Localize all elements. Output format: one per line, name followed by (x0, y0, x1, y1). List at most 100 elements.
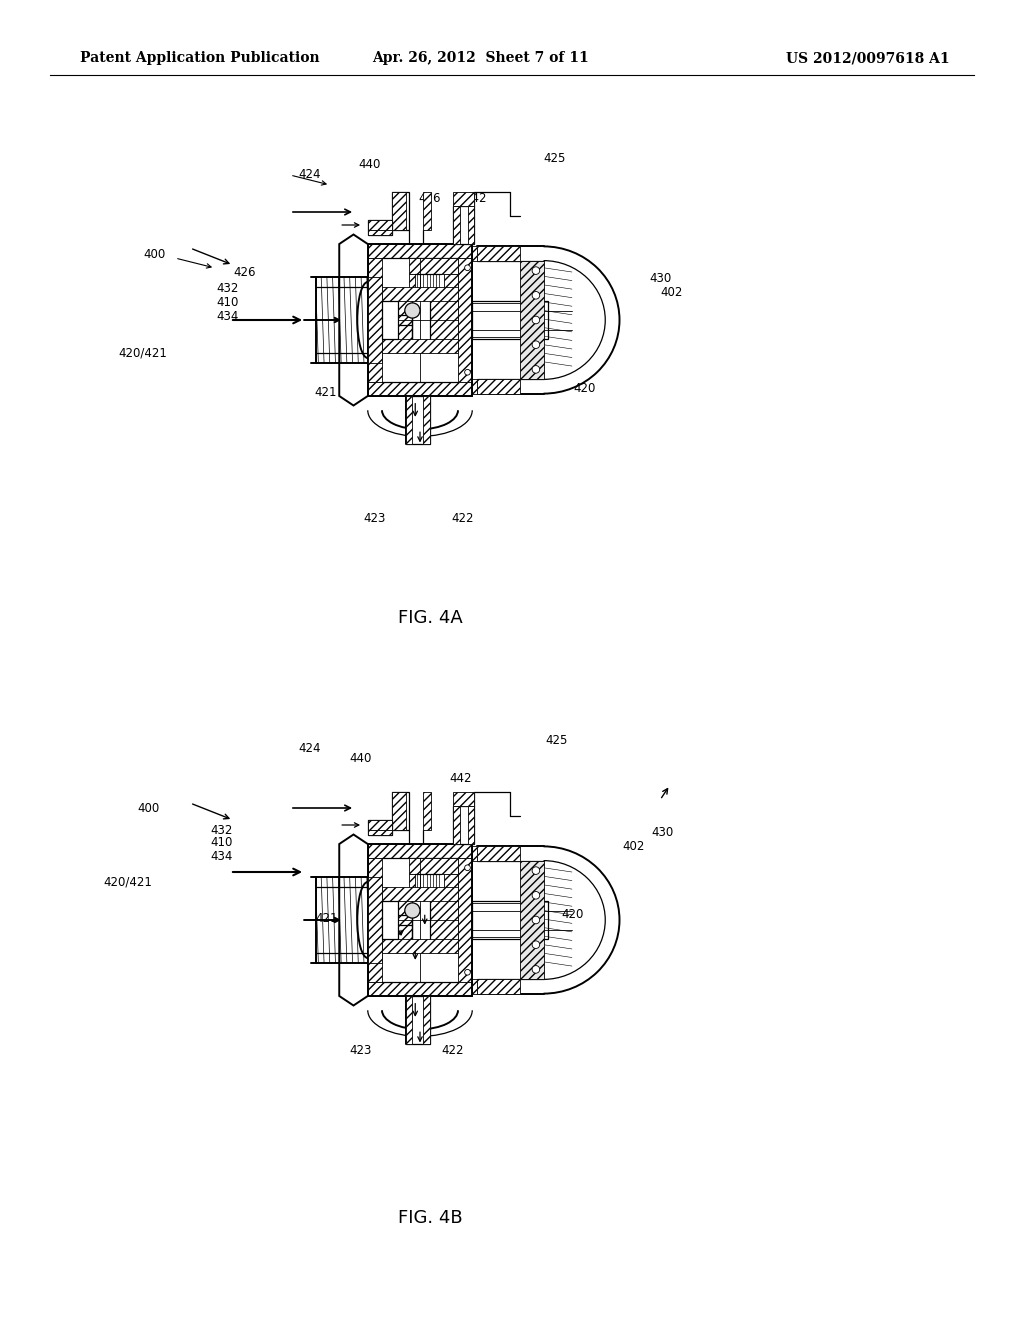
Text: 425: 425 (544, 152, 566, 165)
Polygon shape (368, 858, 382, 982)
Text: FIG. 4A: FIG. 4A (397, 609, 463, 627)
Polygon shape (382, 301, 398, 339)
Polygon shape (454, 191, 474, 206)
Text: US 2012/0097618 A1: US 2012/0097618 A1 (786, 51, 950, 65)
Polygon shape (409, 874, 416, 891)
Bar (413, 896, 429, 944)
Bar (382, 902, 398, 939)
Bar (382, 301, 398, 339)
Circle shape (532, 891, 540, 899)
Circle shape (465, 370, 470, 375)
Text: Patent Application Publication: Patent Application Publication (80, 51, 319, 65)
Polygon shape (423, 396, 429, 444)
Bar (454, 807, 474, 843)
Circle shape (404, 302, 420, 318)
Bar (406, 997, 429, 1044)
Polygon shape (391, 191, 406, 230)
Text: 440: 440 (358, 158, 381, 172)
Polygon shape (368, 878, 382, 962)
Bar (472, 902, 548, 939)
Text: 421: 421 (314, 385, 337, 399)
Circle shape (532, 941, 540, 949)
Text: 420: 420 (562, 908, 584, 920)
Polygon shape (409, 858, 458, 874)
Text: 423: 423 (364, 511, 386, 524)
Polygon shape (368, 230, 391, 235)
Polygon shape (382, 902, 398, 939)
Circle shape (465, 865, 470, 871)
Polygon shape (468, 206, 474, 244)
Text: 424: 424 (299, 742, 322, 755)
Circle shape (532, 317, 540, 323)
Polygon shape (382, 939, 458, 953)
Bar (413, 296, 429, 343)
Polygon shape (382, 286, 458, 301)
Polygon shape (368, 830, 391, 834)
Polygon shape (368, 982, 472, 997)
Text: 422: 422 (452, 511, 474, 524)
Circle shape (404, 903, 420, 919)
Text: Apr. 26, 2012  Sheet 7 of 11: Apr. 26, 2012 Sheet 7 of 11 (372, 51, 589, 65)
Text: 420/421: 420/421 (103, 875, 153, 888)
Circle shape (532, 916, 540, 924)
Text: 430: 430 (649, 272, 671, 285)
Polygon shape (454, 206, 460, 244)
Polygon shape (406, 396, 413, 444)
Text: 410: 410 (217, 297, 240, 309)
Bar (416, 891, 441, 908)
Polygon shape (423, 997, 429, 1044)
Polygon shape (382, 887, 458, 902)
Bar (391, 191, 409, 230)
Bar (368, 220, 391, 235)
Circle shape (532, 341, 540, 348)
Polygon shape (443, 275, 458, 292)
Circle shape (532, 267, 540, 275)
Text: 425: 425 (546, 734, 568, 747)
Polygon shape (398, 896, 413, 944)
Text: 423: 423 (350, 1044, 372, 1056)
Polygon shape (368, 277, 382, 363)
Text: 400: 400 (137, 801, 159, 814)
Polygon shape (472, 846, 477, 861)
Text: 424: 424 (299, 169, 322, 181)
Polygon shape (409, 259, 458, 275)
Polygon shape (520, 861, 544, 979)
Circle shape (532, 966, 540, 973)
Polygon shape (429, 896, 458, 944)
Text: 434: 434 (217, 310, 240, 323)
Text: 434: 434 (211, 850, 233, 862)
Bar (416, 292, 441, 309)
Polygon shape (368, 259, 382, 381)
Polygon shape (423, 191, 431, 230)
Polygon shape (454, 807, 460, 843)
Text: 420/421: 420/421 (119, 346, 168, 359)
Polygon shape (423, 792, 431, 830)
Text: 426: 426 (419, 191, 441, 205)
Polygon shape (409, 275, 416, 292)
Polygon shape (458, 259, 472, 381)
Polygon shape (477, 379, 520, 393)
Text: 440: 440 (350, 751, 372, 764)
Text: 422: 422 (441, 1044, 464, 1056)
Polygon shape (406, 997, 413, 1044)
Polygon shape (458, 858, 472, 982)
Polygon shape (454, 792, 474, 807)
Text: 442: 442 (450, 771, 472, 784)
Polygon shape (382, 339, 458, 354)
Bar (368, 820, 391, 834)
Text: 432: 432 (211, 824, 233, 837)
Polygon shape (477, 846, 520, 861)
Text: 421: 421 (315, 912, 338, 924)
Polygon shape (368, 244, 472, 259)
Text: 420: 420 (573, 381, 596, 395)
Text: 402: 402 (623, 841, 645, 854)
Bar (472, 301, 548, 339)
Circle shape (465, 969, 470, 975)
Text: 426: 426 (233, 265, 256, 279)
Polygon shape (472, 979, 477, 994)
Text: 402: 402 (660, 286, 683, 300)
Circle shape (532, 292, 540, 300)
Bar (454, 206, 474, 244)
Polygon shape (368, 220, 391, 230)
Polygon shape (443, 874, 458, 891)
